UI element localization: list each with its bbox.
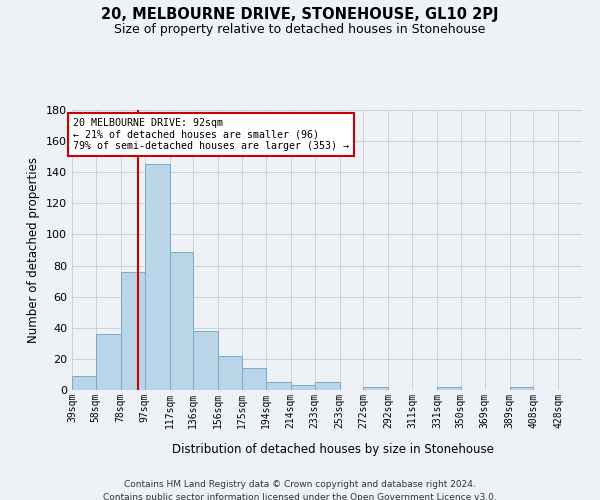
Bar	[121, 272, 145, 390]
Bar	[291, 386, 314, 390]
Bar	[145, 164, 170, 390]
Text: Contains HM Land Registry data © Crown copyright and database right 2024.
Contai: Contains HM Land Registry data © Crown c…	[103, 480, 497, 500]
Y-axis label: Number of detached properties: Number of detached properties	[28, 157, 40, 343]
Text: Size of property relative to detached houses in Stonehouse: Size of property relative to detached ho…	[115, 22, 485, 36]
Bar	[314, 382, 340, 390]
Bar	[193, 331, 218, 390]
Bar	[242, 368, 266, 390]
Bar	[96, 334, 121, 390]
Text: Distribution of detached houses by size in Stonehouse: Distribution of detached houses by size …	[172, 442, 494, 456]
Bar	[509, 387, 533, 390]
Bar	[170, 252, 193, 390]
Bar	[266, 382, 291, 390]
Text: 20 MELBOURNE DRIVE: 92sqm
← 21% of detached houses are smaller (96)
79% of semi-: 20 MELBOURNE DRIVE: 92sqm ← 21% of detac…	[73, 118, 349, 151]
Bar	[218, 356, 242, 390]
Bar	[437, 387, 461, 390]
Bar	[72, 376, 96, 390]
Text: 20, MELBOURNE DRIVE, STONEHOUSE, GL10 2PJ: 20, MELBOURNE DRIVE, STONEHOUSE, GL10 2P…	[101, 8, 499, 22]
Bar	[363, 387, 388, 390]
